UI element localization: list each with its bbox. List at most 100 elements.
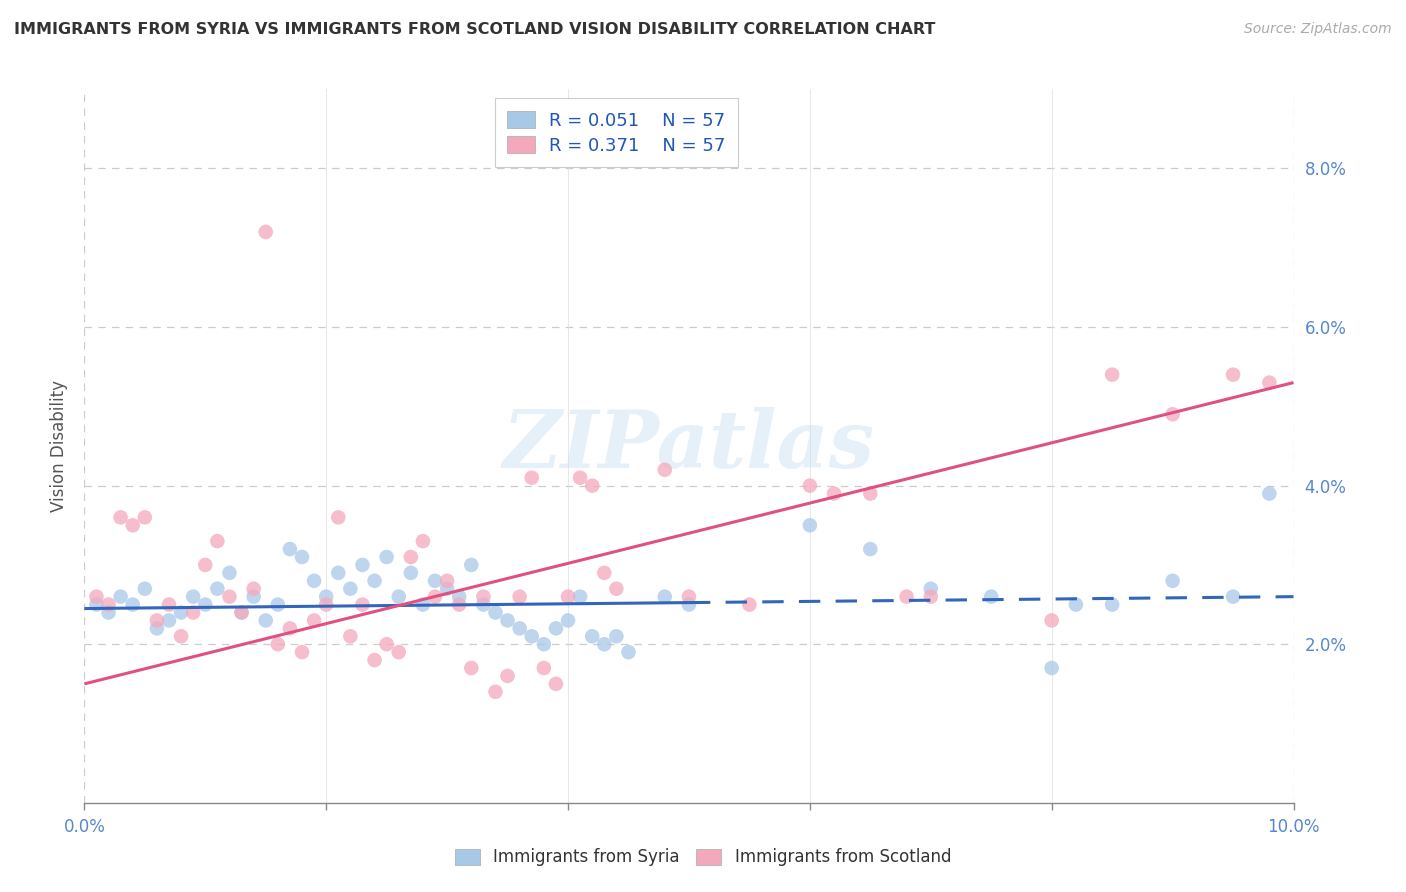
Point [302,574,325,588]
Point [181,606,204,620]
Point [315,590,337,604]
Point [557,614,579,628]
Point [605,629,627,643]
Point [412,534,434,549]
Point [110,590,132,604]
Point [423,590,446,604]
Point [544,677,567,691]
Point [593,566,616,580]
Point [218,566,240,580]
Point [605,582,627,596]
Point [363,653,385,667]
Point [593,637,616,651]
Point [509,621,531,635]
Text: ZIPatlas: ZIPatlas [503,408,875,484]
Point [496,669,519,683]
Point [509,590,531,604]
Point [157,598,180,612]
Point [207,582,229,596]
Point [231,606,253,620]
Point [920,582,942,596]
Point [352,598,374,612]
Point [254,614,277,628]
Point [980,590,1002,604]
Point [520,629,543,643]
Point [181,590,204,604]
Text: IMMIGRANTS FROM SYRIA VS IMMIGRANTS FROM SCOTLAND VISION DISABILITY CORRELATION : IMMIGRANTS FROM SYRIA VS IMMIGRANTS FROM… [14,22,935,37]
Point [484,606,506,620]
Legend: Immigrants from Syria, Immigrants from Scotland: Immigrants from Syria, Immigrants from S… [447,840,959,875]
Point [388,590,411,604]
Point [207,534,229,549]
Point [533,661,555,675]
Point [97,606,120,620]
Point [134,510,156,524]
Point [242,590,264,604]
Point [1101,368,1123,382]
Point [1258,376,1281,390]
Point [291,645,314,659]
Y-axis label: Vision Disability: Vision Disability [51,380,69,512]
Point [328,510,350,524]
Point [375,549,398,564]
Point [617,645,640,659]
Point [484,685,506,699]
Point [86,590,108,604]
Point [278,621,301,635]
Point [569,471,592,485]
Point [423,574,446,588]
Point [436,582,458,596]
Point [218,590,240,604]
Point [170,629,193,643]
Point [581,629,603,643]
Point [194,558,217,572]
Point [315,598,337,612]
Point [1222,590,1244,604]
Point [302,614,325,628]
Point [654,463,676,477]
Point [399,566,422,580]
Point [121,518,143,533]
Point [97,598,120,612]
Point [449,598,471,612]
Point [231,606,253,620]
Point [436,574,458,588]
Point [1161,407,1184,421]
Point [496,614,519,628]
Point [1040,661,1063,675]
Point [267,637,290,651]
Point [920,590,942,604]
Point [157,614,180,628]
Point [291,549,314,564]
Point [472,590,495,604]
Point [1258,486,1281,500]
Point [460,558,482,572]
Point [520,471,543,485]
Point [352,558,374,572]
Point [738,598,761,612]
Point [134,582,156,596]
Point [399,549,422,564]
Point [110,510,132,524]
Point [146,614,169,628]
Point [1101,598,1123,612]
Point [242,582,264,596]
Point [121,598,143,612]
Point [533,637,555,651]
Text: Source: ZipAtlas.com: Source: ZipAtlas.com [1244,22,1392,37]
Point [339,629,361,643]
Point [86,598,108,612]
Point [557,590,579,604]
Point [388,645,411,659]
Point [328,566,350,580]
Point [254,225,277,239]
Point [278,542,301,557]
Point [339,582,361,596]
Point [412,598,434,612]
Point [859,486,882,500]
Point [799,478,821,492]
Point [1222,368,1244,382]
Point [194,598,217,612]
Point [363,574,385,588]
Point [1064,598,1087,612]
